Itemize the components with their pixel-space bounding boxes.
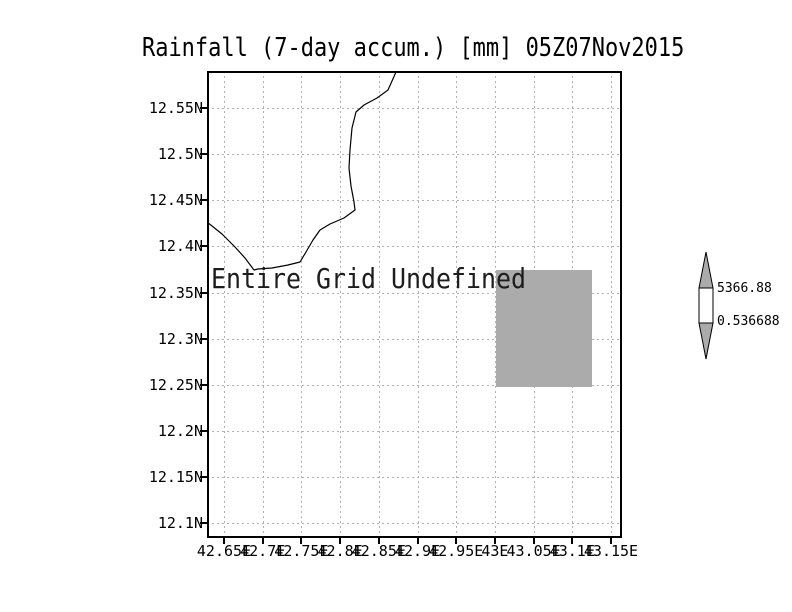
lon-tick xyxy=(493,538,496,544)
lon-tick-label: 43E xyxy=(481,542,509,560)
lon-tick xyxy=(416,538,419,544)
colorbar-min-arrow-icon xyxy=(698,322,714,360)
lat-gridline xyxy=(207,477,622,479)
lat-tick xyxy=(200,153,207,156)
undefined-annotation-text: Entire Grid Undefined xyxy=(211,262,527,295)
lat-gridline xyxy=(207,108,622,109)
lat-gridline xyxy=(207,338,622,340)
coastline-path xyxy=(207,71,397,271)
colorbar-min-label: 0.536688 xyxy=(717,314,780,329)
lat-tick-label: 12.2N xyxy=(157,422,203,441)
lon-tick-label: 42.75E xyxy=(274,542,329,560)
lat-tick xyxy=(200,291,207,294)
lon-tick-label: 42.9E xyxy=(394,542,441,560)
lat-gridline xyxy=(207,246,622,248)
lon-tick xyxy=(339,538,342,544)
lon-gridline xyxy=(378,71,380,538)
lat-tick-label: 12.5N xyxy=(157,145,203,164)
lon-gridline xyxy=(611,71,612,538)
lat-tick-label: 12.35N xyxy=(148,283,203,302)
lon-tick xyxy=(610,538,612,544)
lon-tick-label: 42.85E xyxy=(351,542,406,560)
lat-tick xyxy=(200,245,207,248)
lon-gridline xyxy=(262,71,264,538)
lon-tick xyxy=(223,538,225,544)
lat-tick-label: 12.15N xyxy=(148,468,203,487)
lat-tick-label: 12.1N xyxy=(157,514,203,533)
lat-tick xyxy=(200,430,207,433)
lon-tick xyxy=(571,538,574,544)
lat-tick xyxy=(200,476,207,479)
coastline-svg xyxy=(207,71,397,271)
colorbar-max-label: 5366.88 xyxy=(717,281,772,296)
lat-gridline xyxy=(207,523,622,525)
lat-tick-label: 12.55N xyxy=(148,99,203,117)
lon-tick-label: 42.8E xyxy=(317,542,363,560)
lon-gridline xyxy=(456,71,458,538)
lon-tick-label: 43.15E xyxy=(583,542,639,560)
lat-tick xyxy=(200,107,207,109)
colorbar-box xyxy=(698,287,714,324)
lon-gridline xyxy=(494,71,496,538)
lat-tick-label: 12.3N xyxy=(157,329,203,348)
lon-tick-label: 42.65E xyxy=(196,542,252,560)
lat-gridline xyxy=(207,431,622,433)
colorbar-max-arrow-icon xyxy=(698,251,714,289)
lon-tick-label: 42.7E xyxy=(240,542,286,560)
lon-tick-label: 42.95E xyxy=(429,542,484,560)
lat-gridline xyxy=(207,292,622,294)
lat-gridline xyxy=(207,200,622,202)
lat-tick-label: 12.25N xyxy=(148,375,203,394)
lat-tick xyxy=(200,383,207,386)
chart-title: Rainfall (7-day accum.) [mm] 05Z07Nov201… xyxy=(142,33,685,63)
lon-gridline xyxy=(224,71,225,538)
lon-gridline xyxy=(340,71,342,538)
lon-tick-label: 43.1E xyxy=(549,542,595,560)
lon-tick xyxy=(532,538,535,544)
lat-tick-label: 12.4N xyxy=(157,237,203,256)
lat-gridline xyxy=(207,384,622,386)
lon-tick xyxy=(377,538,380,544)
lon-gridline xyxy=(417,71,419,538)
lon-tick xyxy=(300,538,303,544)
lat-tick xyxy=(200,522,207,525)
lon-gridline xyxy=(301,71,303,538)
undefined-region-rect xyxy=(496,270,592,387)
lat-tick-label: 12.45N xyxy=(148,191,203,210)
lat-gridline xyxy=(207,154,622,156)
plot-area: Entire Grid Undefined xyxy=(207,71,622,538)
lat-tick xyxy=(200,199,207,202)
lon-tick xyxy=(455,538,458,544)
lon-tick-label: 43.05E xyxy=(506,542,561,560)
lon-tick xyxy=(261,538,264,544)
colorbar xyxy=(698,251,714,360)
lat-tick xyxy=(200,337,207,340)
